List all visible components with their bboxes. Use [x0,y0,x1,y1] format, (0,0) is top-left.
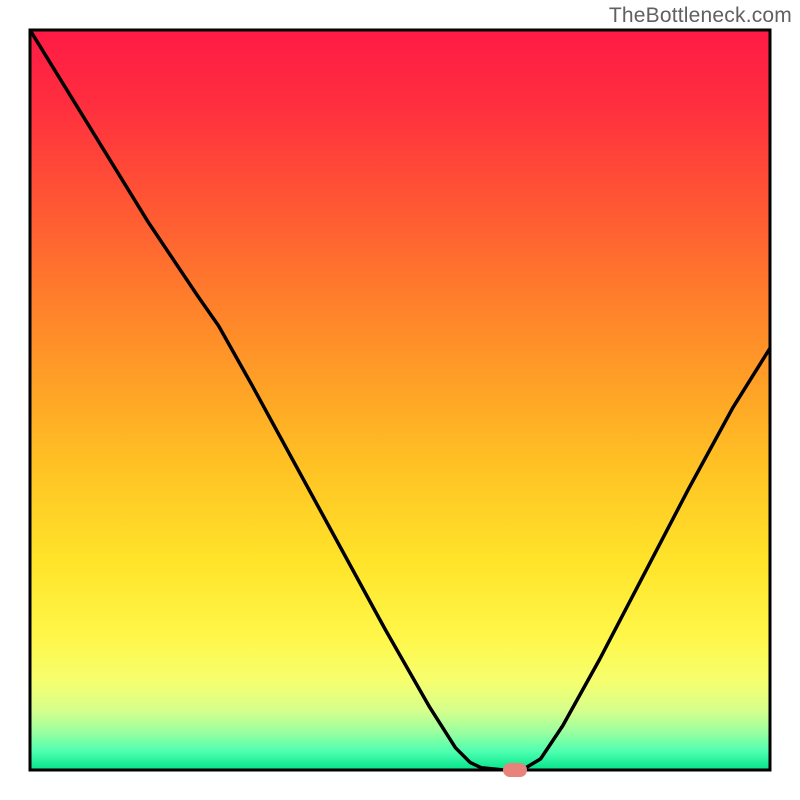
watermark-text: TheBottleneck.com [609,4,792,28]
optimal-point-marker [503,763,527,777]
bottleneck-chart [0,0,800,800]
chart-container: TheBottleneck.com [0,0,800,800]
gradient-background [30,30,770,770]
